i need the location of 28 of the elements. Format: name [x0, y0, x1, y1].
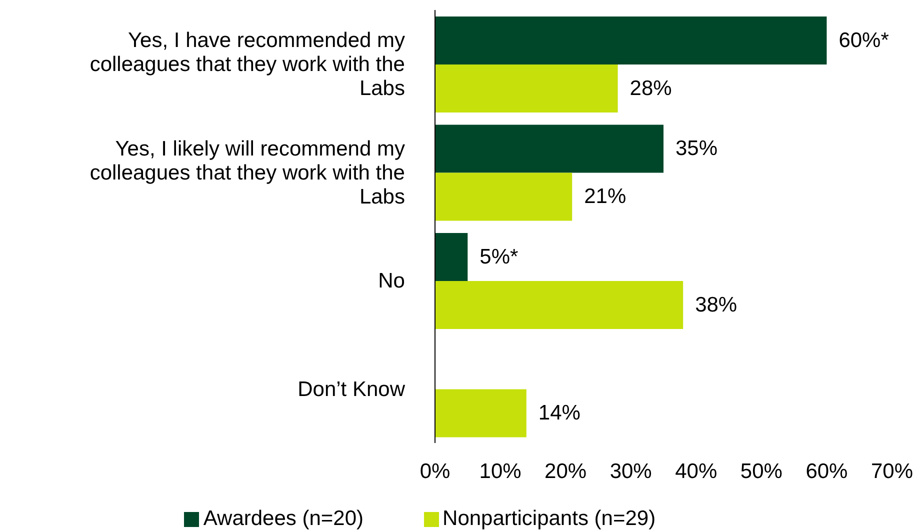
x-tick-label: 30%	[610, 460, 652, 483]
x-tick-label: 50%	[740, 460, 782, 483]
bar	[435, 124, 664, 173]
data-label: 28%	[630, 76, 672, 100]
y-tick-label: Yes, I likely will recommend my colleagues that they work with the Labs	[90, 136, 406, 208]
x-tick-label: 0%	[420, 460, 450, 483]
bar	[435, 389, 526, 438]
data-label: 35%	[676, 137, 718, 160]
data-label: 38%	[695, 293, 738, 316]
y-tick-label: Don’t Know	[298, 377, 406, 400]
bar	[435, 172, 572, 221]
bar	[435, 16, 827, 64]
x-tick-label: 20%	[544, 460, 587, 483]
legend-label: Nonparticipants (n=29)	[442, 507, 656, 530]
y-tick-label: No	[378, 269, 405, 292]
data-label: 14%	[538, 402, 580, 425]
x-tick-label: 60%	[806, 460, 848, 483]
data-label: 60%*	[838, 28, 889, 52]
bar	[435, 280, 684, 329]
data-label: 21%	[584, 185, 626, 208]
x-tick-label: 40%	[675, 460, 718, 483]
bar	[435, 232, 468, 281]
bar	[435, 64, 618, 112]
x-tick-label: 10%	[479, 460, 522, 483]
data-label: 5%*	[480, 245, 518, 268]
x-tick-label: 70%	[870, 460, 914, 483]
legend-label: Awardees (n=20)	[203, 507, 364, 530]
y-tick-label: Yes, I have recommended my colleagues that they work with the Labs	[90, 28, 406, 100]
